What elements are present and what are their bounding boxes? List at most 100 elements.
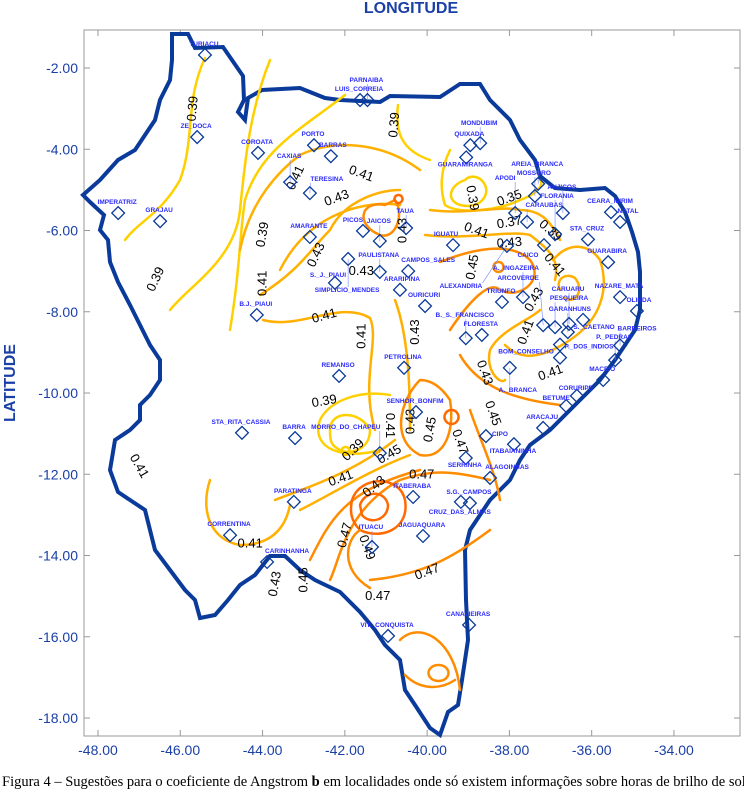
station-label: FLORESTA — [464, 321, 499, 328]
station-label: CARINHANHA — [265, 548, 309, 555]
contour-label: 0.41 — [238, 535, 263, 550]
contour-label: 0.41 — [383, 413, 398, 438]
station-marker — [364, 539, 380, 555]
station-label: ITABAIANINHA — [490, 448, 537, 455]
station-label: PETROLINA — [384, 354, 422, 361]
station-label: GARANHUNS — [549, 306, 592, 313]
station-label: TAUA — [396, 208, 414, 215]
contour-label: 0.41 — [347, 162, 376, 185]
contour-line — [298, 453, 412, 512]
station-label: ALAGOINHAS — [485, 464, 529, 471]
contour-label: 0.43 — [349, 263, 374, 278]
contour-label: 0.41 — [127, 451, 153, 480]
station-label: PESQUEIRA — [550, 295, 589, 302]
contour-label: 0.39 — [310, 391, 338, 410]
station-marker — [560, 324, 576, 340]
contour-line — [393, 298, 412, 432]
station-label: COROATA — [241, 139, 273, 146]
contour-label: 0.39 — [184, 95, 201, 122]
contour-line — [557, 274, 581, 301]
station-marker — [547, 319, 563, 335]
y-tick-label: -2.00 — [46, 60, 78, 76]
contour-label: 0.47 — [409, 466, 434, 481]
station-label: GUARABIRA — [587, 248, 627, 255]
grid-ticks — [84, 30, 740, 736]
station-marker — [502, 360, 518, 376]
contour-line — [358, 492, 390, 522]
station-label: NAZARE_MATA — [595, 283, 644, 290]
region-boundary — [80, 32, 642, 739]
station-label: A._BRANCA — [499, 387, 538, 394]
contour-line — [238, 143, 422, 252]
station-label: B.J._PIAUI — [239, 301, 272, 308]
station-marker — [575, 312, 591, 328]
station-marker — [286, 494, 302, 510]
contour-line — [368, 528, 492, 582]
station-marker — [558, 398, 574, 414]
station-label: ANJICOS — [547, 184, 577, 191]
contour-label: 0.47 — [365, 588, 390, 603]
station-label: ARCOVERDE — [497, 275, 539, 282]
station-label: P._PEDRAS — [596, 334, 633, 341]
station-label: CORRENTINA — [207, 521, 251, 528]
station-marker — [287, 430, 303, 446]
contour-label: 0.43 — [403, 409, 418, 434]
contour-line — [228, 93, 347, 332]
x-tick-label: -46.00 — [160, 742, 200, 758]
contour-line — [468, 408, 502, 502]
contour-label: 0.39 — [143, 264, 167, 293]
x-axis-title: LONGITUDE — [364, 0, 459, 17]
contour-line — [423, 232, 558, 282]
station-marker — [458, 330, 474, 346]
contour-line — [317, 392, 392, 455]
contour-line — [168, 58, 272, 312]
contour-line — [427, 663, 450, 683]
station-marker — [327, 275, 343, 291]
contour-line — [393, 193, 404, 205]
station-label: NATAL — [618, 208, 639, 215]
station-marker — [535, 420, 551, 436]
station-marker — [519, 214, 535, 230]
station-label: PAULISTANA — [358, 252, 399, 259]
contour-label: 0.43 — [474, 358, 497, 387]
station-label: AMARANTE — [290, 223, 328, 230]
station-marker — [408, 404, 424, 420]
station-marker — [222, 527, 238, 543]
station-marker — [398, 220, 414, 236]
contour-lines — [123, 56, 605, 692]
station-marker — [612, 214, 628, 230]
contour-label: 0.41 — [353, 323, 368, 348]
station-label: PARATINGA — [274, 488, 312, 495]
station-marker — [372, 264, 388, 280]
caption-bold: b — [311, 774, 320, 790]
x-tick-label: -44.00 — [243, 742, 283, 758]
contour-label: 0.41 — [462, 219, 491, 242]
station-marker — [612, 338, 628, 353]
y-tick-label: -18.00 — [38, 710, 78, 726]
station-label: TERESINA — [310, 176, 343, 183]
contour-line — [449, 175, 488, 208]
y-tick-label: -6.00 — [46, 223, 78, 239]
station-label: JAGUAQUARA — [399, 522, 446, 529]
station-marker — [340, 251, 356, 267]
x-tick-label: -40.00 — [407, 742, 447, 758]
plot-frame — [83, 29, 741, 737]
y-tick-label: -8.00 — [46, 304, 78, 320]
contour-line — [487, 308, 542, 383]
station-marker — [552, 350, 568, 365]
contour-label: 0.47 — [449, 427, 472, 456]
station-label: ZE_DOCA — [181, 123, 212, 130]
station-label: GUARAMIRANGA — [438, 161, 493, 168]
stations: GARANHUNS PESQUEIRA CARUARU BOM_CONSELHO ARC… — [98, 41, 657, 644]
station-marker — [400, 263, 416, 279]
station-marker — [607, 352, 623, 368]
station-label: PORTO — [301, 131, 324, 138]
station-leader-line — [482, 245, 508, 284]
x-tick-label: -48.00 — [78, 742, 118, 758]
station-marker — [612, 289, 628, 305]
station-marker — [380, 628, 396, 644]
station-marker — [536, 237, 552, 253]
station-marker — [302, 185, 318, 201]
station-marker — [552, 337, 568, 352]
